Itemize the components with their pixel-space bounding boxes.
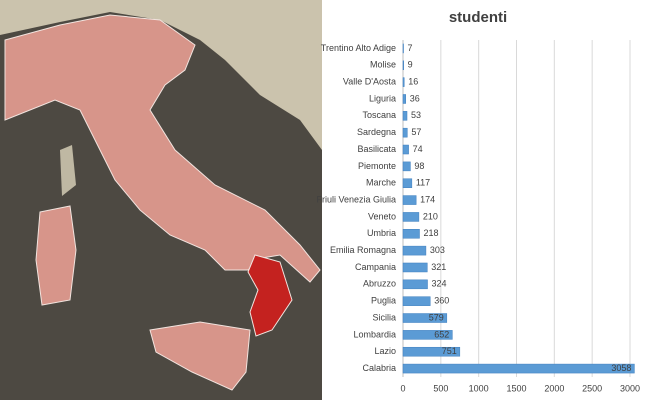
bar — [402, 111, 408, 121]
y-tick-label: Lombardia — [353, 329, 396, 339]
y-tick-label: Campania — [355, 262, 396, 272]
bar — [402, 262, 428, 273]
value-label: 57 — [411, 127, 421, 137]
y-tick-label: Trentino Alto Adige — [321, 43, 396, 53]
y-tick-label: Marche — [366, 178, 396, 188]
bar — [402, 77, 405, 87]
calabria — [247, 254, 293, 337]
value-label: 360 — [434, 296, 449, 306]
bar — [402, 346, 461, 357]
value-label: 74 — [413, 144, 423, 154]
bar — [402, 363, 635, 374]
y-tick-label: Toscana — [362, 110, 396, 120]
sicily — [149, 321, 251, 391]
value-label: 36 — [410, 93, 420, 103]
value-label: 579 — [429, 312, 444, 322]
value-label: 218 — [423, 228, 438, 238]
value-label: 751 — [442, 346, 457, 356]
y-tick-label: Emilia Romagna — [330, 245, 396, 255]
x-tick-label: 3000 — [620, 383, 640, 393]
value-label: 98 — [414, 161, 424, 171]
bar — [402, 127, 408, 138]
bar — [402, 195, 417, 205]
value-label: 321 — [431, 262, 446, 272]
value-label: 324 — [432, 279, 447, 289]
bar — [402, 60, 404, 71]
bar — [402, 144, 409, 155]
bar — [402, 94, 406, 104]
bar — [402, 313, 448, 323]
chart-title: studenti — [449, 9, 507, 26]
x-tick-label: 2500 — [582, 383, 602, 393]
y-tick-label: Calabria — [362, 363, 396, 373]
bar — [402, 212, 420, 222]
y-tick-label: Piemonte — [358, 161, 396, 171]
bar — [402, 245, 427, 256]
value-label: 53 — [411, 110, 421, 120]
value-label: 303 — [430, 245, 445, 255]
y-tick-label: Liguria — [369, 93, 396, 103]
map — [0, 0, 322, 400]
sardinia — [35, 205, 77, 306]
x-tick-label: 1500 — [506, 383, 526, 393]
y-tick-label: Sardegna — [357, 127, 396, 137]
value-label: 3058 — [611, 363, 631, 373]
corsica — [60, 145, 76, 196]
bar — [402, 161, 411, 172]
value-label: 652 — [434, 329, 449, 339]
bar — [402, 43, 404, 54]
bar — [402, 296, 431, 306]
y-tick-label: Basilicata — [357, 144, 396, 154]
bar — [402, 229, 420, 239]
land — [0, 0, 322, 150]
y-tick-label: Sicilia — [372, 312, 396, 322]
y-tick-label: Puglia — [371, 296, 396, 306]
peninsula — [4, 14, 321, 283]
bar — [402, 279, 428, 290]
y-tick-label: Umbria — [367, 228, 396, 238]
y-tick-label: Friuli Venezia Giulia — [316, 194, 396, 204]
y-tick-label: Valle D'Aosta — [343, 77, 396, 87]
value-label: 117 — [416, 178, 430, 188]
x-tick-label: 1000 — [469, 383, 489, 393]
value-label: 16 — [408, 77, 418, 87]
y-tick-label: Molise — [370, 60, 396, 70]
x-tick-label: 0 — [400, 383, 405, 393]
value-label: 174 — [420, 194, 435, 204]
bar — [402, 330, 453, 340]
y-tick-label: Veneto — [368, 211, 396, 221]
y-tick-label: Lazio — [374, 346, 396, 356]
x-tick-label: 500 — [433, 383, 448, 393]
value-label: 210 — [423, 211, 438, 221]
plot: 0 500 1000 1500 2000 2500 3000 Trentino Alto Ad… — [316, 40, 640, 393]
value-label: 9 — [408, 60, 413, 70]
value-label: 7 — [408, 43, 413, 53]
bar — [402, 178, 413, 188]
y-tick-label: Abruzzo — [363, 279, 396, 289]
x-tick-label: 2000 — [544, 383, 564, 393]
